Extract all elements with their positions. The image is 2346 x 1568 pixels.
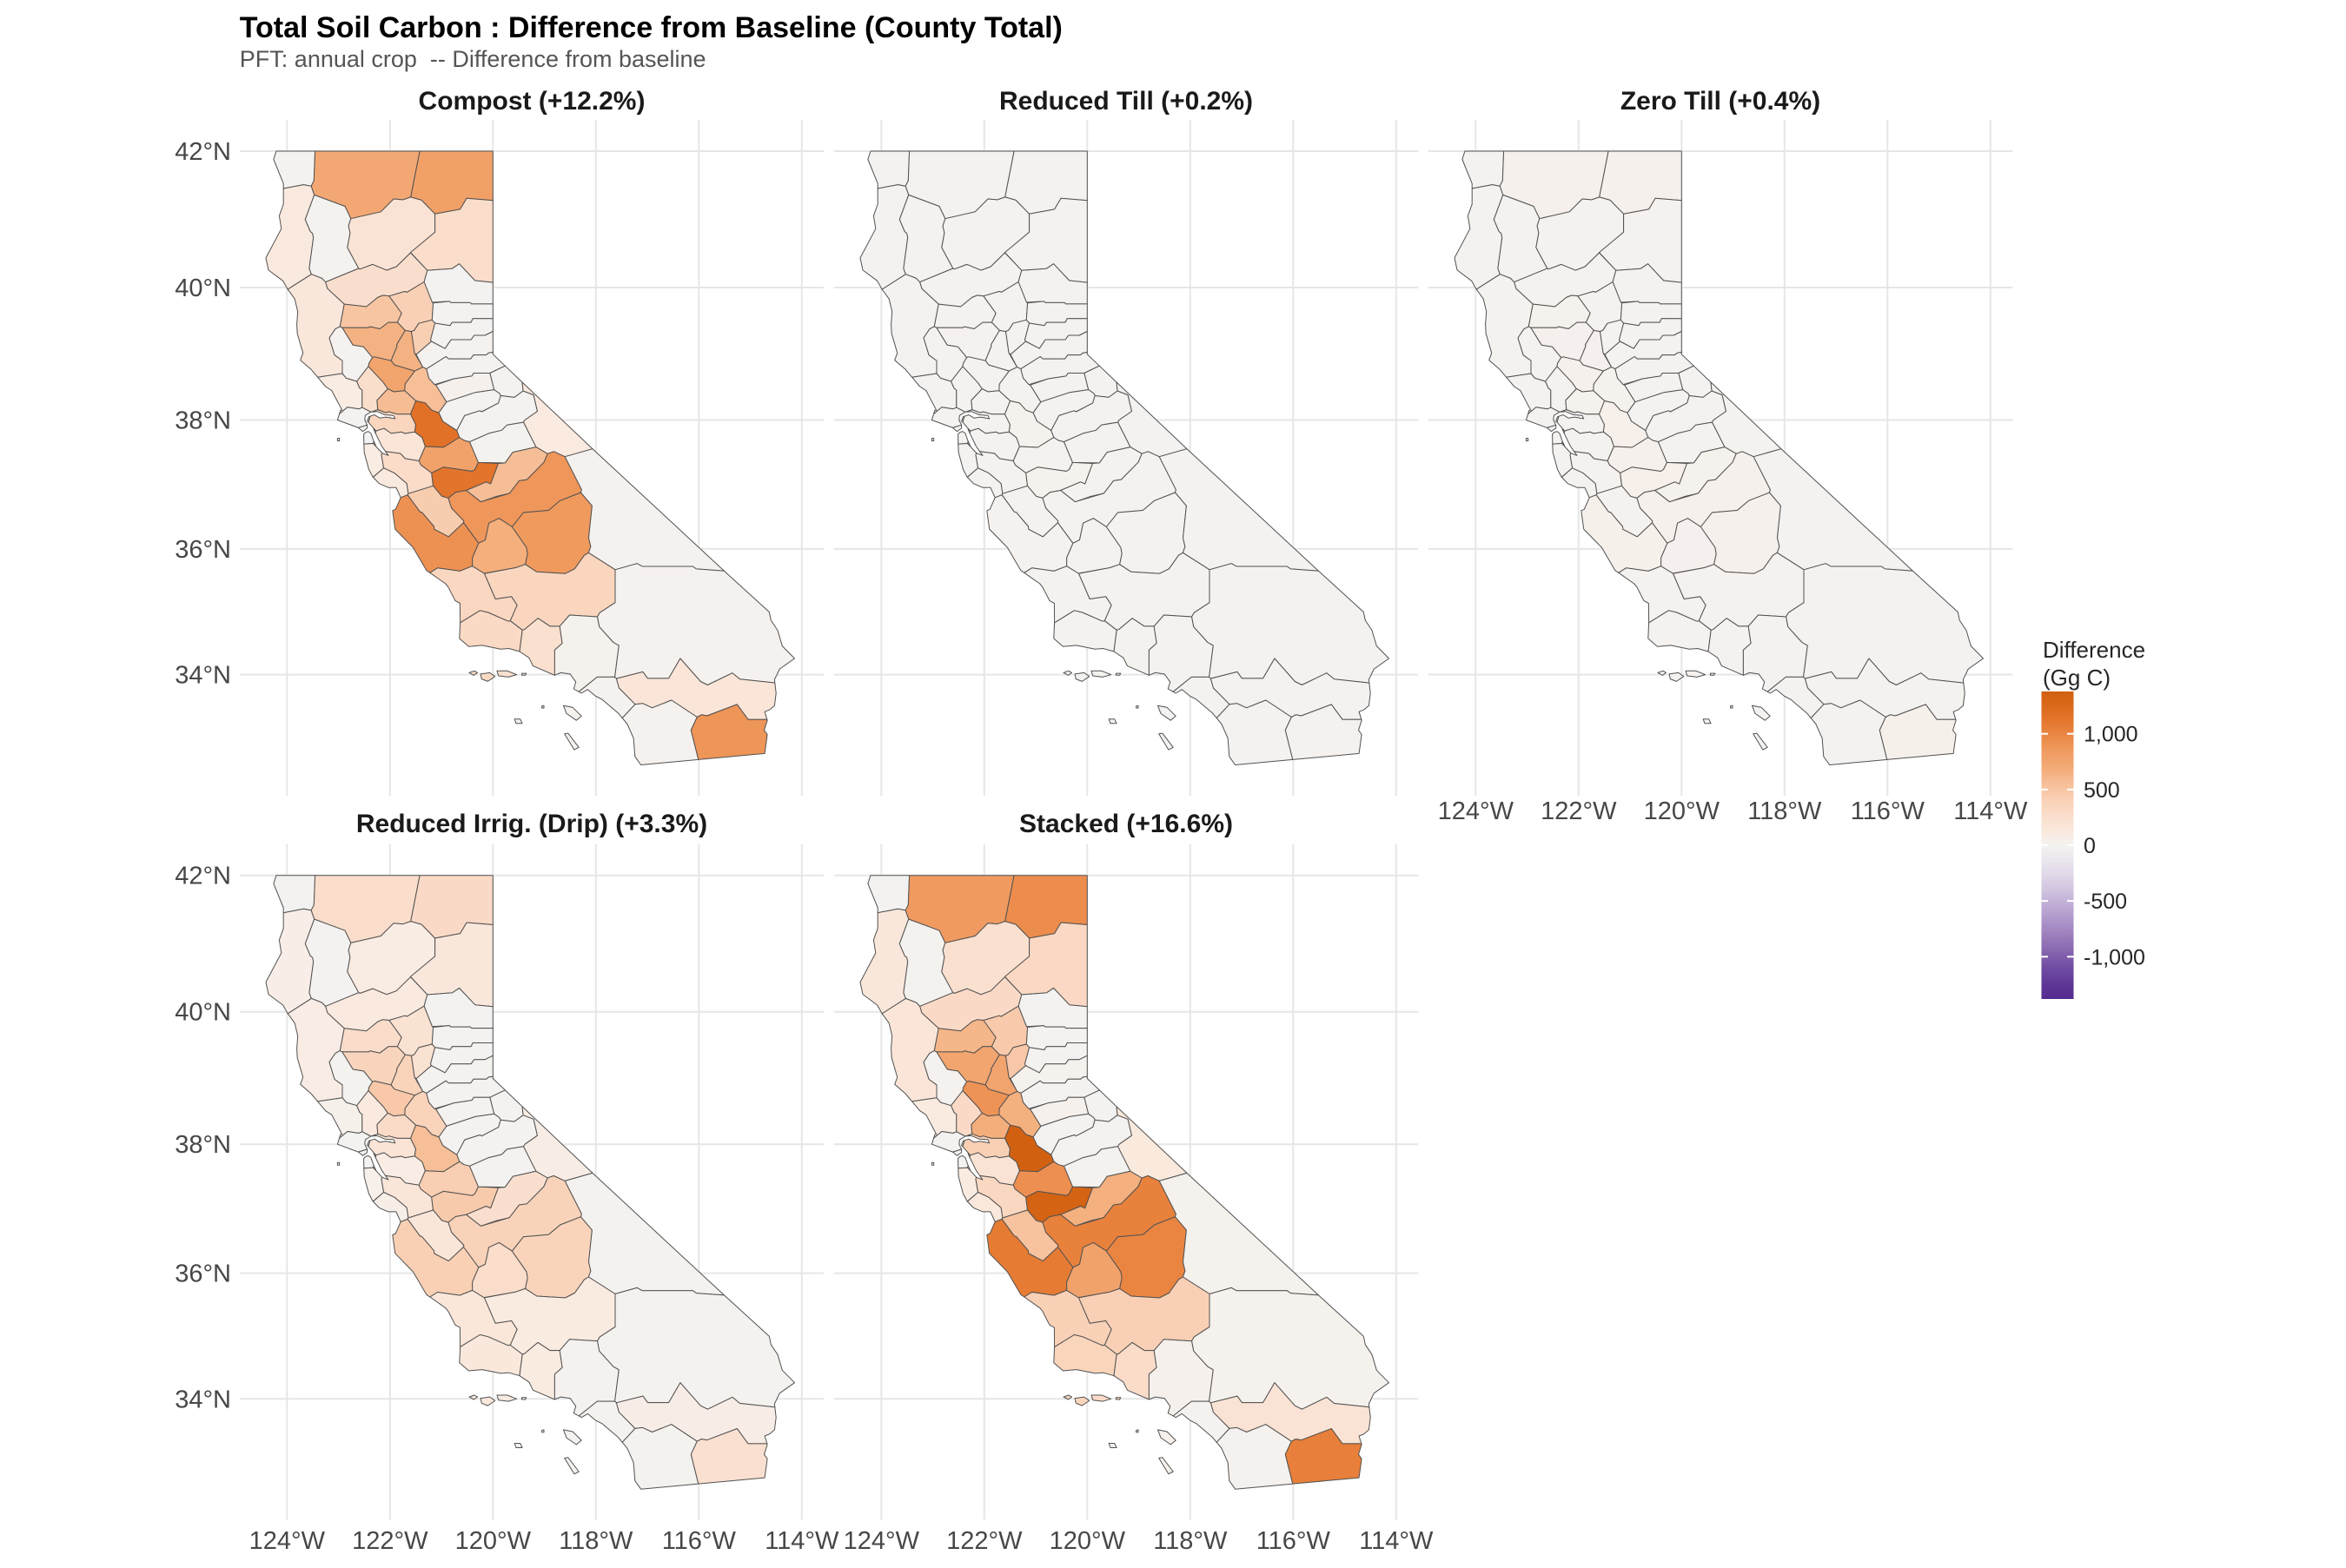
svg-text:122°W: 122°W (1541, 797, 1617, 825)
svg-text:36°N: 36°N (175, 1260, 231, 1288)
svg-text:Reduced Irrig. (Drip) (+3.3%): Reduced Irrig. (Drip) (+3.3%) (356, 810, 707, 838)
svg-text:500: 500 (2084, 778, 2120, 803)
svg-text:40°N: 40°N (175, 999, 231, 1027)
svg-text:-500: -500 (2084, 890, 2127, 914)
svg-text:Zero Till (+0.4%): Zero Till (+0.4%) (1620, 87, 1820, 116)
svg-text:Total Soil Carbon : Difference: Total Soil Carbon : Difference from Base… (240, 11, 1063, 44)
svg-text:116°W: 116°W (1851, 797, 1925, 825)
svg-text:Compost (+12.2%): Compost (+12.2%) (419, 87, 646, 116)
svg-text:116°W: 116°W (1256, 1527, 1331, 1555)
svg-text:38°N: 38°N (175, 1131, 231, 1159)
svg-text:42°N: 42°N (175, 138, 231, 166)
svg-text:-1,000: -1,000 (2084, 945, 2145, 969)
svg-text:120°W: 120°W (1050, 1527, 1126, 1555)
svg-text:114°W: 114°W (1953, 797, 2028, 825)
svg-text:Stacked (+16.6%): Stacked (+16.6%) (1019, 810, 1233, 838)
svg-text:114°W: 114°W (765, 1527, 839, 1555)
svg-text:118°W: 118°W (559, 1527, 633, 1555)
svg-text:40°N: 40°N (175, 275, 231, 302)
svg-text:116°W: 116°W (662, 1527, 737, 1555)
svg-text:1,000: 1,000 (2084, 723, 2138, 747)
svg-text:38°N: 38°N (175, 407, 231, 435)
svg-text:122°W: 122°W (946, 1527, 1023, 1555)
svg-text:120°W: 120°W (1644, 797, 1720, 825)
svg-text:36°N: 36°N (175, 536, 231, 564)
svg-text:114°W: 114°W (1359, 1527, 1434, 1555)
svg-text:34°N: 34°N (175, 1386, 231, 1413)
svg-text:Difference: Difference (2043, 637, 2145, 663)
svg-text:124°W: 124°W (249, 1527, 326, 1555)
svg-text:(Gg C): (Gg C) (2043, 665, 2111, 691)
svg-text:118°W: 118°W (1153, 1527, 1228, 1555)
svg-text:124°W: 124°W (1438, 797, 1514, 825)
svg-text:120°W: 120°W (455, 1527, 532, 1555)
svg-text:Reduced Till (+0.2%): Reduced Till (+0.2%) (999, 87, 1253, 116)
svg-text:PFT: annual crop -- Differenc: PFT: annual crop -- Difference from base… (240, 46, 706, 72)
svg-text:122°W: 122°W (352, 1527, 428, 1555)
svg-text:124°W: 124°W (844, 1527, 920, 1555)
svg-text:42°N: 42°N (175, 863, 231, 890)
svg-text:34°N: 34°N (175, 662, 231, 690)
svg-text:0: 0 (2084, 834, 2096, 858)
svg-text:118°W: 118°W (1747, 797, 1822, 825)
